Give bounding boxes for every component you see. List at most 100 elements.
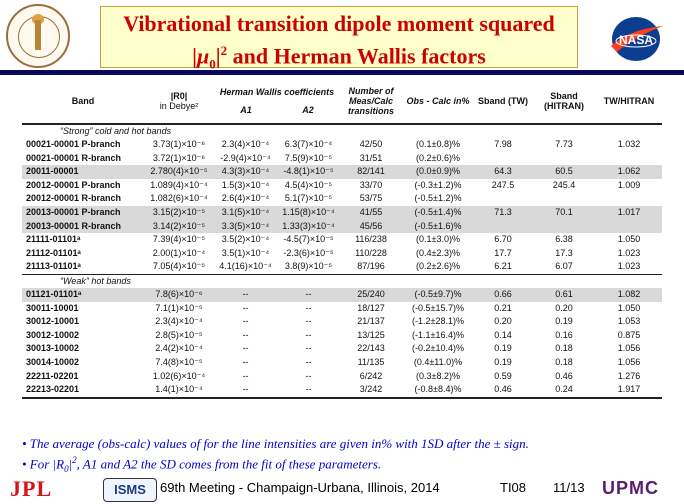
cell-r0: 1.089(4)×10⁻⁴	[150, 179, 208, 190]
cell-tw: 247.5	[491, 179, 515, 190]
cell-num: 42/50	[359, 139, 383, 149]
cell-obs: (-0.5±1.6)%	[402, 219, 474, 234]
cell-num: 87/196	[357, 261, 385, 272]
cell-a2: 1.15(8)×10⁻⁴	[277, 205, 340, 220]
cell-r0: 7.39(4)×10⁻⁵	[152, 234, 206, 245]
cell-ratio: 1.062	[596, 165, 662, 179]
section-label-weak: “Weak” hot bands	[22, 273, 662, 288]
cell-num: 41/55	[340, 205, 402, 220]
cell-band: 21111-01101ᵃ	[26, 234, 81, 245]
cell-a1: -2.9(4)×10⁻⁴	[220, 152, 271, 163]
cell-tw: 0.19	[494, 343, 512, 354]
cell-a1: 3.5(1)×10⁻⁴	[221, 247, 270, 258]
cell-hitran: 0.61	[532, 287, 596, 302]
title-divider-bar	[0, 70, 684, 75]
cell-obs: (0.4±11.0)%	[413, 356, 463, 367]
torch-icon	[35, 20, 41, 50]
cell-band: 21112-01101ᵃ	[26, 247, 81, 258]
cell-band: 30014-10002	[26, 356, 80, 367]
footnotes: • The average (obs-calc) values of for t…	[22, 436, 672, 477]
cell-a1: 4.1(16)×10⁻⁴	[219, 261, 272, 272]
cell-a2: --	[277, 383, 340, 399]
title-line-2: |μ0|2 and Herman Wallis factors	[101, 37, 577, 79]
cell-hitran: 7.73	[555, 139, 573, 149]
cell-r0: 7.8(6)×10⁻⁶	[144, 287, 214, 302]
cell-a2: --	[305, 356, 312, 367]
cell-r0: 2.780(4)×10⁻⁵	[144, 165, 214, 179]
header-hw: Herman Wallis coefficients A1 A2	[214, 79, 340, 125]
cell-band: 20011-00001	[22, 165, 144, 179]
cell-a1: 4.3(3)×10⁻⁴	[214, 165, 277, 179]
cell-a1: --	[242, 316, 249, 327]
cell-ratio: 1.023	[617, 261, 641, 272]
cell-num: 6/242	[359, 370, 383, 381]
table-row: 00021-00001 R-branch 3.72(1)×10⁻⁶ -2.9(4)×…	[22, 152, 662, 166]
cell-a1: 3.3(5)×10⁻⁴	[214, 219, 277, 234]
table-row: 30014-10002 7.4(8)×10⁻⁵ -- -- 11/135 (0.4±11.…	[22, 356, 662, 370]
cell-r0: 3.72(1)×10⁻⁶	[152, 152, 206, 163]
talk-code: TI08	[500, 480, 527, 495]
data-table-panel: Band |R0| in Debye² Herman Wallis coeffic…	[22, 79, 662, 425]
cell-ratio: 0.875	[617, 329, 641, 340]
cell-band: 20013-00001 R-branch	[22, 219, 144, 234]
title-abs-left: |	[192, 43, 198, 69]
cell-obs: (-0.5±1.2)%	[414, 193, 462, 204]
title-sup: 2	[220, 43, 228, 58]
cell-ratio: 1.053	[617, 316, 641, 327]
cell-hitran: 70.1	[532, 205, 596, 220]
cell-hitran: 6.38	[555, 234, 573, 245]
title-mu-sub: 0	[209, 56, 216, 72]
cell-tw: 6.70	[494, 234, 512, 245]
cell-hitran: 0.18	[555, 356, 573, 367]
header-a2: A2	[302, 105, 314, 115]
table-header-row: Band |R0| in Debye² Herman Wallis coeffic…	[22, 79, 662, 125]
cell-obs: (-0.3±1.2)%	[414, 179, 462, 190]
cell-r0: 7.1(1)×10⁻⁵	[155, 302, 203, 313]
cell-obs: (0.1±0.8)%	[416, 139, 460, 149]
header-a1: A1	[240, 105, 252, 115]
cell-hitran	[532, 152, 596, 166]
title-rest: and Herman Wallis factors	[227, 43, 486, 69]
cell-band: 30013-10002	[26, 343, 80, 354]
cell-a2: -4.8(1)×10⁻⁵	[277, 165, 340, 179]
table-row: 20012-00001 P-branch 1.089(4)×10⁻⁴ 1.5(3)×…	[22, 179, 662, 193]
header-num: Number of Meas/Calc transitions	[340, 79, 402, 125]
cell-a2: --	[305, 343, 312, 354]
cell-r0: 1.02(6)×10⁻⁴	[152, 370, 206, 381]
footnote-2-mid: |	[68, 456, 73, 472]
cell-a2: -2.3(6)×10⁻⁵	[283, 247, 334, 258]
hw-table: Band |R0| in Debye² Herman Wallis coeffic…	[22, 79, 662, 399]
cell-tw: 0.46	[474, 383, 532, 399]
table-row: 22211-02201 1.02(6)×10⁻⁴ -- -- 6/242 (0.3±8.2…	[22, 370, 662, 384]
header-r0: |R0| in Debye²	[144, 79, 214, 125]
cell-obs: (0.0±0.9)%	[402, 165, 474, 179]
cell-band: 21113-01101ᵃ	[26, 261, 81, 272]
torch-flame-icon	[32, 14, 44, 24]
cell-obs: (0.4±2.3)%	[416, 247, 460, 258]
cell-tw: 0.21	[494, 302, 512, 313]
cell-hitran: 0.20	[555, 302, 573, 313]
cell-tw: 0.59	[494, 370, 512, 381]
cell-num: 18/127	[357, 302, 385, 313]
cell-r0: 3.15(2)×10⁻⁵	[144, 205, 214, 220]
isms-logo: ISMS	[103, 478, 157, 502]
footnote-2-rest: , A1 and A2 the SD comes from the fit of…	[76, 456, 382, 472]
cell-obs: (-0.5±15.7)%	[412, 302, 464, 313]
title-mu: μ	[197, 43, 210, 69]
cell-obs: (-0.8±8.4)%	[402, 383, 474, 399]
footnote-2: • For |R0|2, A1 and A2 the SD comes from…	[22, 452, 672, 477]
cell-ratio	[596, 219, 662, 234]
cell-a1: --	[242, 343, 249, 354]
slide-title: Vibrational transition dipole moment squ…	[100, 6, 578, 72]
cell-a2: --	[305, 316, 312, 327]
cell-tw: 0.66	[474, 287, 532, 302]
cell-num: 82/141	[340, 165, 402, 179]
cell-hitran: 6.07	[555, 261, 573, 272]
header-band: Band	[22, 79, 144, 125]
cell-tw: 0.14	[494, 329, 512, 340]
cell-r0: 1.4(1)×10⁻⁴	[144, 383, 214, 399]
table-body: “Strong” cold and hot bands 00021-00001 …	[22, 124, 662, 399]
cell-a1: --	[242, 302, 249, 313]
header-sband-tw: Sband (TW)	[474, 79, 532, 125]
